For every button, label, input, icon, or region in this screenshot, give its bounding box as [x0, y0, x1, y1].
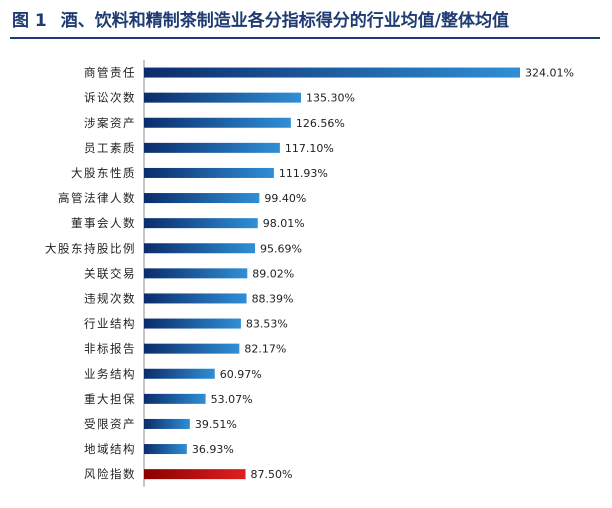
- category-label: 董事会人数: [71, 216, 136, 230]
- bar: [144, 218, 258, 229]
- value-label: 117.10%: [285, 142, 334, 155]
- category-label: 关联交易: [84, 266, 136, 280]
- chart-title: 图 1 酒、饮料和精制茶制造业各分指标得分的行业均值/整体均值: [12, 6, 509, 31]
- bar: [144, 243, 256, 254]
- bar: [144, 117, 291, 128]
- value-label: 60.97%: [220, 368, 262, 381]
- value-label: 89.02%: [252, 267, 294, 280]
- value-label: 98.01%: [263, 217, 305, 230]
- value-label: 95.69%: [260, 242, 302, 255]
- bar: [144, 193, 260, 204]
- bar: [144, 368, 215, 379]
- value-label: 39.51%: [195, 418, 237, 431]
- value-label: 126.56%: [296, 117, 345, 130]
- title-divider: [10, 37, 600, 39]
- value-label: 88.39%: [252, 292, 294, 305]
- value-label: 83.53%: [246, 318, 288, 331]
- category-label: 行业结构: [84, 317, 136, 331]
- bar: [144, 67, 520, 78]
- value-label: 53.07%: [211, 393, 253, 406]
- category-label: 高管法律人数: [58, 191, 136, 205]
- bar: [144, 293, 247, 304]
- bar: [144, 268, 248, 279]
- bar: [144, 318, 241, 329]
- bar: [144, 444, 187, 455]
- category-label: 风险指数: [84, 467, 136, 481]
- bar: [144, 343, 240, 354]
- category-label: 地域结构: [84, 442, 136, 456]
- value-label: 87.50%: [251, 468, 293, 481]
- bar: [144, 142, 280, 153]
- category-label: 违规次数: [84, 291, 136, 305]
- category-label: 重大担保: [84, 392, 136, 406]
- figure-number: 图 1: [12, 11, 47, 31]
- category-label: 诉讼次数: [84, 91, 136, 105]
- category-label: 大股东持股比例: [45, 241, 136, 255]
- bar: [144, 393, 206, 404]
- value-label: 36.93%: [192, 443, 234, 456]
- category-label: 涉案资产: [84, 116, 136, 130]
- bar: [144, 92, 302, 103]
- value-label: 111.93%: [279, 167, 328, 180]
- value-label: 324.01%: [525, 67, 574, 80]
- bar: [144, 167, 274, 178]
- category-label: 大股东性质: [71, 166, 136, 180]
- category-label: 非标报告: [84, 342, 136, 356]
- title-text: 酒、饮料和精制茶制造业各分指标得分的行业均值/整体均值: [60, 11, 509, 31]
- category-label: 商管责任: [84, 66, 136, 80]
- value-label: 135.30%: [306, 92, 355, 105]
- category-label: 员工素质: [84, 141, 136, 155]
- category-label: 业务结构: [84, 367, 136, 381]
- bar: [144, 418, 190, 429]
- bar-highlight: [144, 469, 246, 480]
- value-label: 82.17%: [244, 343, 286, 356]
- value-label: 99.40%: [264, 192, 306, 205]
- category-label: 受限资产: [84, 417, 136, 431]
